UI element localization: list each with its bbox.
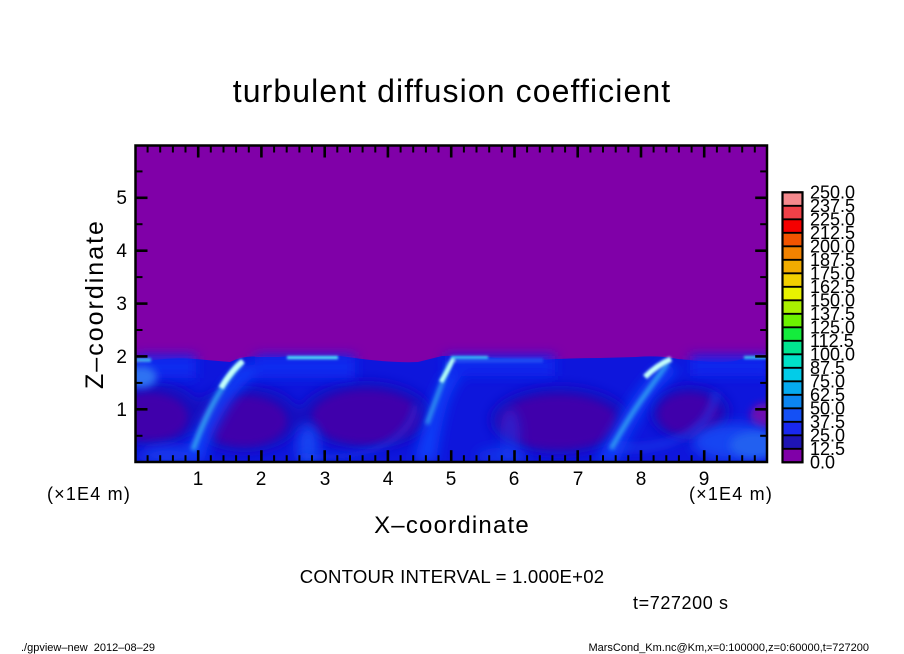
svg-text:125.0: 125.0 xyxy=(810,318,855,338)
svg-text:2: 2 xyxy=(116,347,127,368)
svg-text:1: 1 xyxy=(193,469,204,490)
svg-text:5: 5 xyxy=(116,188,127,209)
svg-text:250.0: 250.0 xyxy=(810,183,855,203)
svg-text:237.5: 237.5 xyxy=(810,196,855,216)
svg-text:t=727200 s: t=727200 s xyxy=(633,593,729,613)
svg-text:X–coordinate: X–coordinate xyxy=(374,512,530,539)
svg-text:4: 4 xyxy=(383,469,394,490)
svg-text:25.0: 25.0 xyxy=(810,426,845,446)
svg-text:3: 3 xyxy=(116,294,127,315)
svg-text:225.0: 225.0 xyxy=(810,210,855,230)
svg-text:MarsCond_Km.nc@Km,x=0:100000,z: MarsCond_Km.nc@Km,x=0:100000,z=0:60000,t… xyxy=(588,642,869,654)
svg-text:4: 4 xyxy=(116,241,127,262)
svg-text:162.5: 162.5 xyxy=(810,277,855,297)
svg-text:1: 1 xyxy=(116,400,127,421)
svg-text:12.5: 12.5 xyxy=(810,439,845,459)
svg-text:75.0: 75.0 xyxy=(810,372,845,392)
svg-text:2: 2 xyxy=(256,469,267,490)
svg-text:(×1E4 m): (×1E4 m) xyxy=(47,484,131,504)
svg-text:187.5: 187.5 xyxy=(810,250,855,270)
svg-text:3: 3 xyxy=(320,469,331,490)
svg-text:137.5: 137.5 xyxy=(810,304,855,324)
svg-text:150.0: 150.0 xyxy=(810,291,855,311)
svg-text:./gpview–new 2012–08–29: ./gpview–new 2012–08–29 xyxy=(21,642,155,654)
svg-text:200.0: 200.0 xyxy=(810,237,855,257)
svg-text:37.5: 37.5 xyxy=(810,412,845,432)
svg-text:0.0: 0.0 xyxy=(810,453,835,473)
svg-text:CONTOUR INTERVAL = 1.000E+02: CONTOUR INTERVAL = 1.000E+02 xyxy=(300,566,605,587)
svg-text:212.5: 212.5 xyxy=(810,223,855,243)
svg-text:9: 9 xyxy=(699,469,710,490)
svg-text:50.0: 50.0 xyxy=(810,399,845,419)
svg-text:5: 5 xyxy=(446,469,457,490)
svg-text:100.0: 100.0 xyxy=(810,345,855,365)
svg-text:87.5: 87.5 xyxy=(810,358,845,378)
svg-text:Z–coordinate: Z–coordinate xyxy=(81,219,109,389)
svg-text:112.5: 112.5 xyxy=(810,331,854,351)
svg-text:175.0: 175.0 xyxy=(810,264,855,284)
svg-text:(×1E4 m): (×1E4 m) xyxy=(689,484,773,504)
svg-text:turbulent diffusion coeffici: turbulent diffusion coefficient xyxy=(233,73,672,109)
svg-text:62.5: 62.5 xyxy=(810,385,845,405)
svg-text:8: 8 xyxy=(636,469,647,490)
svg-text:6: 6 xyxy=(509,469,520,490)
svg-text:7: 7 xyxy=(573,469,584,490)
